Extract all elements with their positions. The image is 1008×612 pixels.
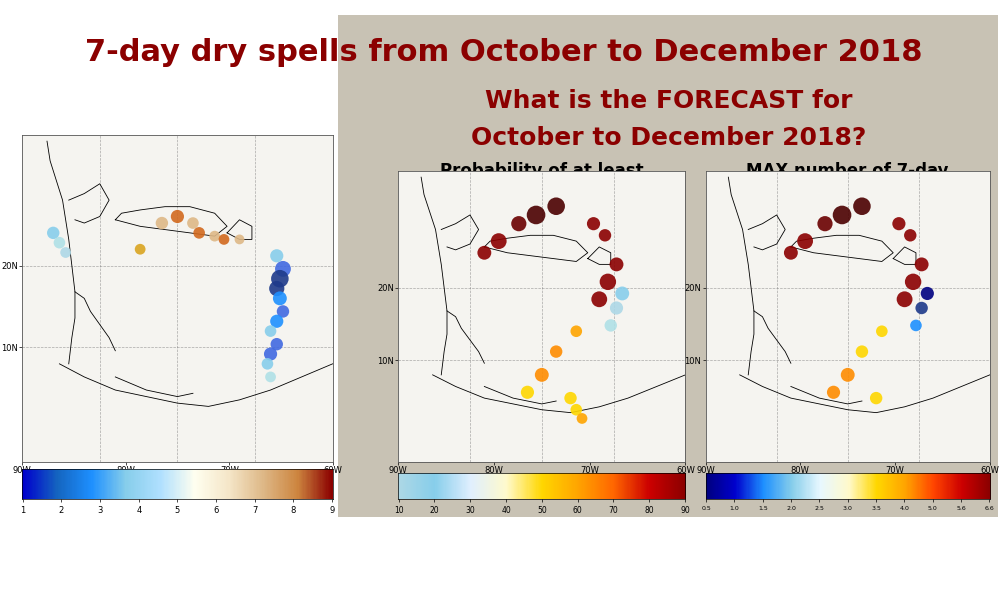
Point [574,414,590,424]
Point [609,303,625,313]
Point [262,326,278,336]
Point [783,248,799,258]
Point [51,238,68,248]
Point [192,228,208,237]
Point [169,212,185,222]
Point [609,259,625,269]
Point [259,359,275,368]
Text: MAX number of 7-day: MAX number of 7-day [747,162,949,181]
Point [569,326,585,336]
Point [528,210,544,220]
Point [826,387,842,397]
Point [834,210,850,220]
Text: Historical avg. number: Historical avg. number [65,147,294,165]
Text: 7-day dry spells from October to December 2018: 7-day dry spells from October to Decembe… [86,37,922,67]
Point [896,294,912,304]
Text: of 7-day dry spells: of 7-day dry spells [86,174,273,193]
Point [868,393,884,403]
Point [476,248,492,258]
Point [548,346,564,356]
Point [262,349,278,359]
Point [562,393,579,403]
Point [275,264,291,274]
Text: THREE 7-day dry spells: THREE 7-day dry spells [434,188,650,206]
Point [854,201,870,211]
Point [216,234,232,244]
Point [262,372,278,382]
Point [797,236,813,246]
Point [511,219,527,229]
Point [591,294,607,304]
Point [269,339,285,349]
Point [534,370,550,379]
Point [905,277,921,286]
Point [184,218,201,228]
Point [874,326,890,336]
Point [614,289,630,299]
Point [269,251,285,261]
Point [600,277,616,286]
Point [891,219,907,229]
Point [913,303,929,313]
Point [132,244,148,254]
Text: What is the FORECAST for: What is the FORECAST for [485,89,852,113]
Bar [338,15,998,517]
Point [919,289,935,299]
Point [816,219,833,229]
Point [269,316,285,326]
Point [569,405,585,415]
Point [57,248,74,258]
Point [548,201,564,211]
Point [491,236,507,246]
Point [840,370,856,379]
Text: Probability of at least: Probability of at least [440,162,644,181]
Point [154,218,170,228]
Point [603,321,619,330]
Point [45,228,61,237]
Point [586,219,602,229]
Point [232,234,248,244]
Point [272,274,288,283]
Text: October to December 2018?: October to December 2018? [471,125,866,150]
Point [854,346,870,356]
Point [207,231,223,241]
Text: dry spells: dry spells [802,188,893,206]
Point [902,230,918,240]
Point [597,230,613,240]
Point [272,294,288,304]
Point [913,259,929,269]
Point [275,307,291,316]
Point [519,387,535,397]
Point [269,283,285,293]
Point [908,321,924,330]
